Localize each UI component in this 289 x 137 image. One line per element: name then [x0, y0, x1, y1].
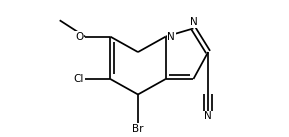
Text: Cl: Cl: [73, 74, 83, 84]
Text: N: N: [167, 32, 175, 42]
Text: N: N: [204, 112, 212, 122]
Text: Br: Br: [132, 124, 144, 134]
Text: O: O: [75, 32, 83, 42]
Text: N: N: [190, 17, 197, 27]
